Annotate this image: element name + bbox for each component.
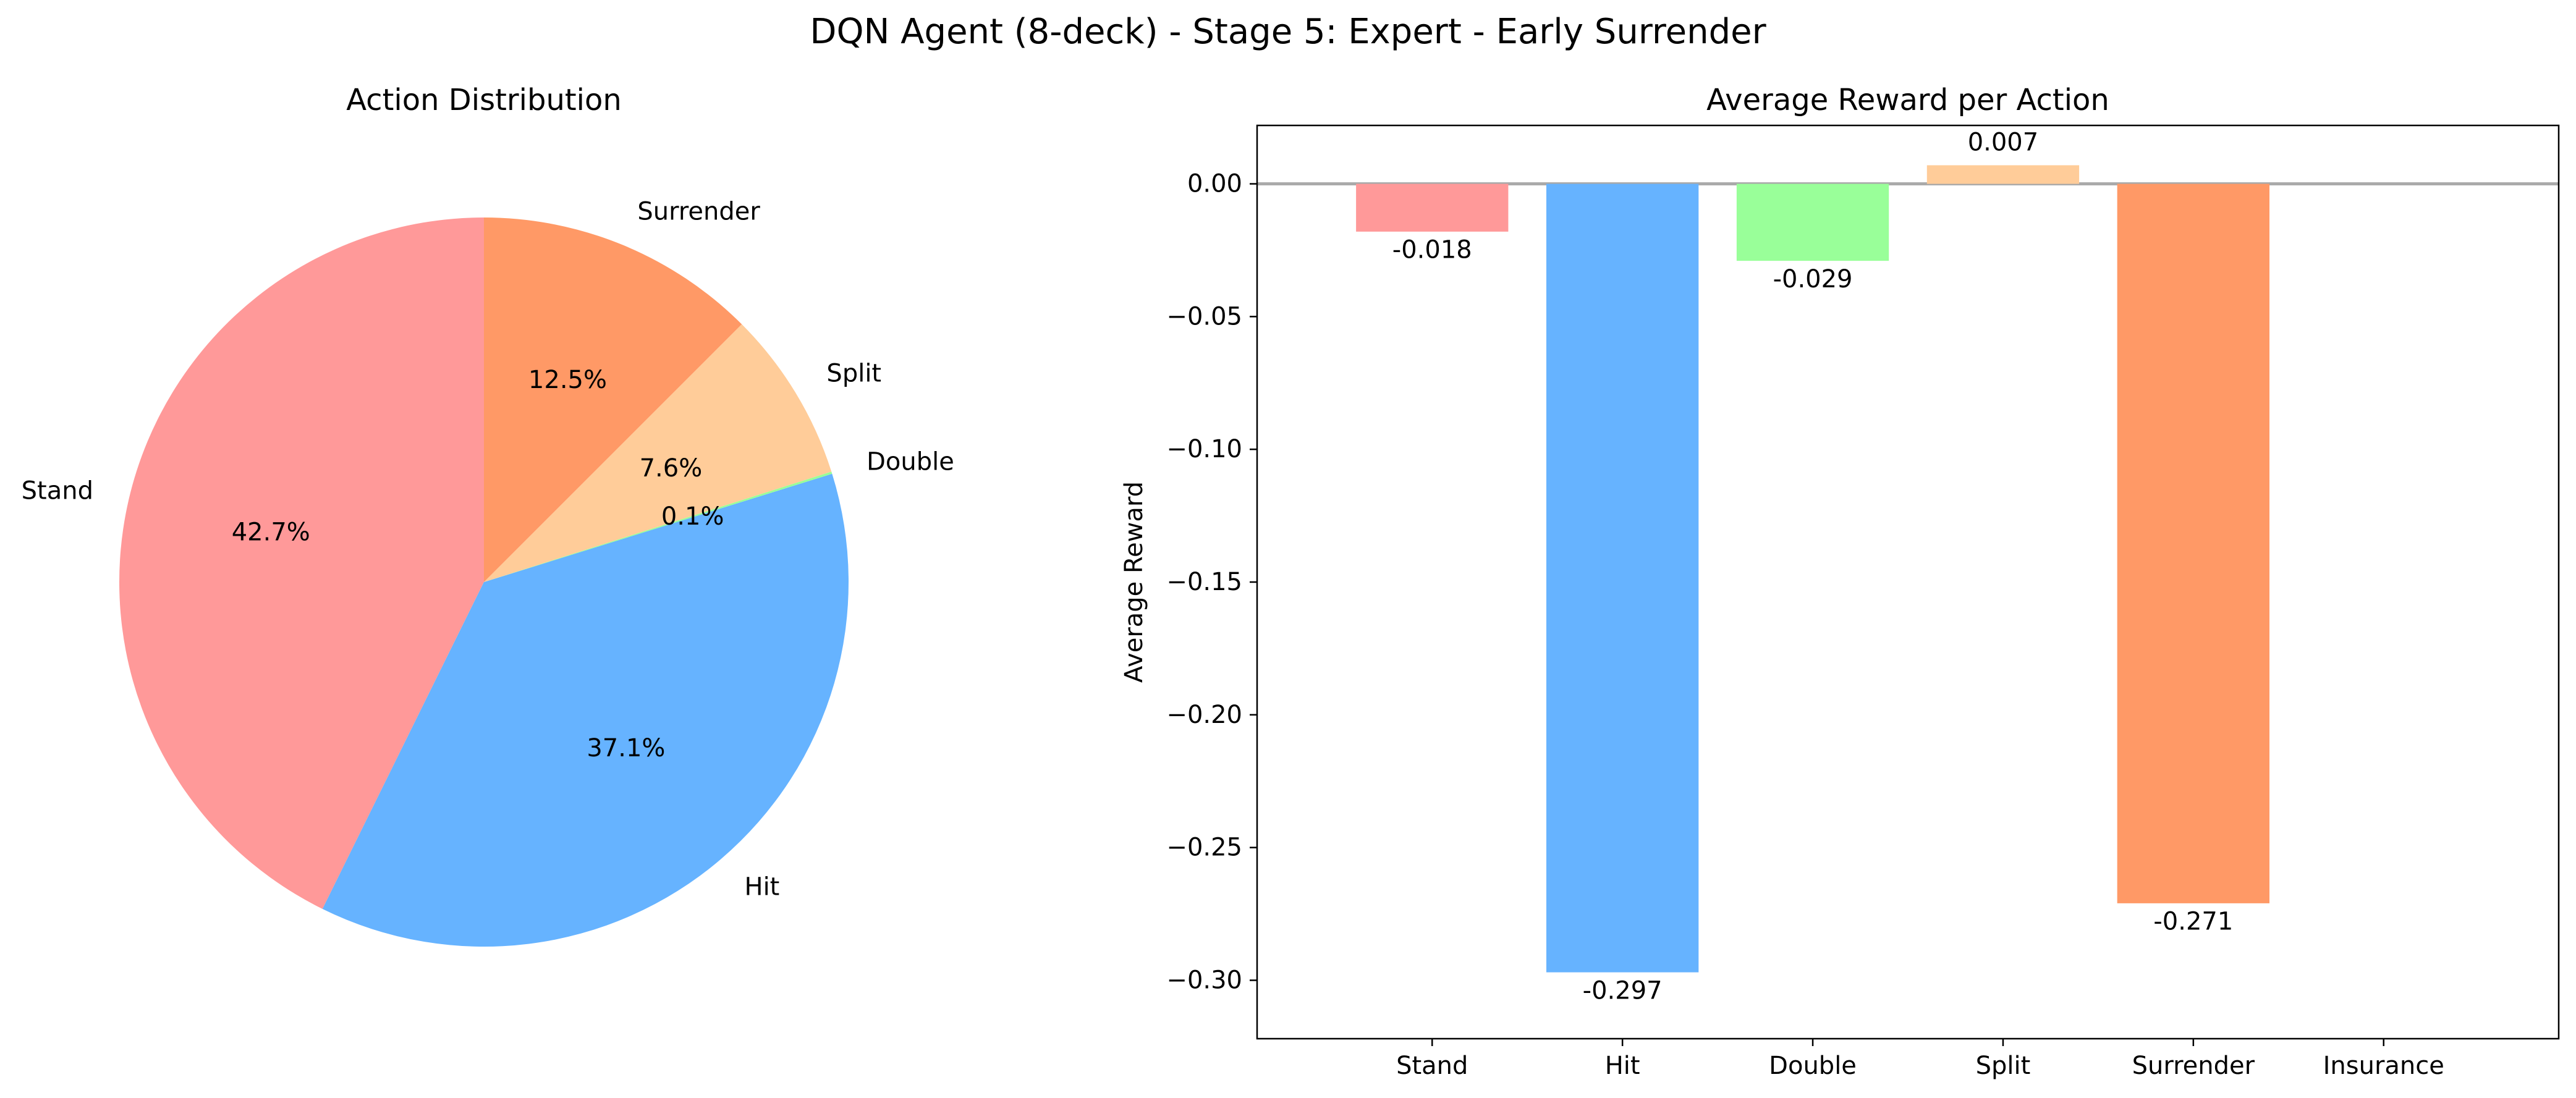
pie-chart-title: Action Distribution: [346, 83, 622, 117]
pie-slices: [119, 217, 849, 947]
pie-slice-split: [484, 324, 832, 582]
y-tick-label: −0.20: [1166, 701, 1242, 729]
x-tick-label-stand: Stand: [1396, 1052, 1468, 1080]
plot-frame: [1256, 124, 2560, 1040]
bar-surrender: [2117, 184, 2269, 903]
pie-label-hit: Hit: [744, 873, 779, 902]
pie-slice-stand: [119, 217, 484, 910]
bar-value-label-stand: -0.018: [1392, 236, 1472, 264]
pie-label-surrender: Surrender: [637, 197, 760, 226]
y-tick-label: −0.25: [1166, 834, 1242, 862]
y-tick-label: −0.15: [1166, 568, 1242, 596]
figure-title: DQN Agent (8-deck) - Stage 5: Expert - E…: [810, 12, 1766, 52]
y-tick-label: −0.05: [1166, 302, 1242, 331]
x-tick-label-insurance: Insurance: [2323, 1052, 2444, 1080]
pie-labels: 42.7% Stand 37.1% Hit 0.1% Double 7.6% Split 12.…: [22, 197, 954, 901]
y-axis-label: Average Reward: [1120, 481, 1148, 683]
pie-pct-label-surrender: 12.5%: [528, 366, 607, 394]
bar-value-label-surrender: -0.271: [2153, 908, 2233, 936]
bar-chart-title: Average Reward per Action: [1706, 83, 2109, 117]
pie-label-split: Split: [826, 360, 881, 388]
x-tick-label-hit: Hit: [1605, 1052, 1640, 1080]
x-tick-label-double: Double: [1769, 1052, 1857, 1080]
bar-hit: [1546, 184, 1699, 973]
bar-double: [1736, 184, 1889, 261]
bar-value-label-split: 0.007: [1968, 128, 2039, 156]
bar-value-label-double: -0.029: [1773, 265, 1853, 294]
y-tick-label: 0.00: [1187, 170, 1242, 198]
pie-slice-hit: [322, 473, 849, 947]
pie-slice-surrender: [484, 217, 742, 582]
pie-label-stand: Stand: [22, 476, 93, 505]
pie-pct-label-hit: 37.1%: [587, 734, 665, 762]
bars: [1356, 165, 2269, 973]
y-tick-label: −0.10: [1166, 435, 1242, 463]
y-axis: 0.00 −0.05 −0.10 −0.15 −0.20 −0.25 −0.30: [1166, 170, 1257, 994]
bar-chart: Average Reward per Action Average Reward…: [1120, 83, 2560, 1080]
bar-split: [1926, 165, 2080, 184]
pie-pct-label-split: 7.6%: [640, 454, 703, 483]
y-tick-label: −0.30: [1166, 966, 1242, 994]
x-axis: Stand Hit Double Split Surrender Insurance: [1396, 1039, 2444, 1080]
pie-pct-label-stand: 42.7%: [232, 518, 310, 547]
pie-chart: Action Distribution 42.7% Stand 37.1% Hit 0.…: [22, 83, 954, 947]
pie-slice-double: [484, 471, 833, 582]
x-tick-label-split: Split: [1976, 1052, 2031, 1080]
pie-pct-label-double: 0.1%: [661, 502, 724, 531]
bar-value-labels: -0.018 -0.297 -0.029 0.007 -0.271: [1392, 128, 2234, 1005]
bar-stand: [1356, 184, 1509, 232]
pie-label-double: Double: [866, 447, 954, 476]
bar-value-label-hit: -0.297: [1583, 976, 1663, 1005]
x-tick-label-surrender: Surrender: [2132, 1052, 2255, 1080]
